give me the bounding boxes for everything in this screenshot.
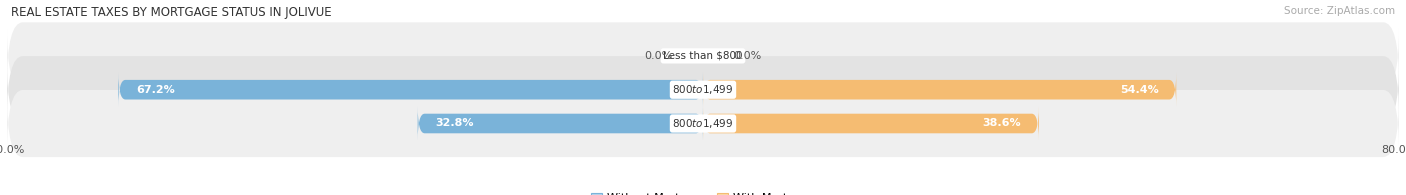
Text: 32.8%: 32.8% (434, 119, 474, 129)
FancyBboxPatch shape (118, 73, 703, 107)
FancyBboxPatch shape (703, 106, 1039, 141)
Text: $800 to $1,499: $800 to $1,499 (672, 117, 734, 130)
FancyBboxPatch shape (7, 56, 1399, 123)
Text: Less than $800: Less than $800 (664, 51, 742, 61)
Text: $800 to $1,499: $800 to $1,499 (672, 83, 734, 96)
Text: Source: ZipAtlas.com: Source: ZipAtlas.com (1284, 6, 1395, 16)
Text: 54.4%: 54.4% (1121, 85, 1159, 95)
FancyBboxPatch shape (703, 73, 1177, 107)
FancyBboxPatch shape (418, 106, 703, 141)
Text: 0.0%: 0.0% (734, 51, 762, 61)
FancyBboxPatch shape (7, 90, 1399, 157)
Text: 67.2%: 67.2% (136, 85, 174, 95)
FancyBboxPatch shape (7, 22, 1399, 90)
Text: 38.6%: 38.6% (983, 119, 1021, 129)
Text: 0.0%: 0.0% (644, 51, 672, 61)
Legend: Without Mortgage, With Mortgage: Without Mortgage, With Mortgage (586, 189, 820, 195)
Text: REAL ESTATE TAXES BY MORTGAGE STATUS IN JOLIVUE: REAL ESTATE TAXES BY MORTGAGE STATUS IN … (11, 6, 332, 19)
